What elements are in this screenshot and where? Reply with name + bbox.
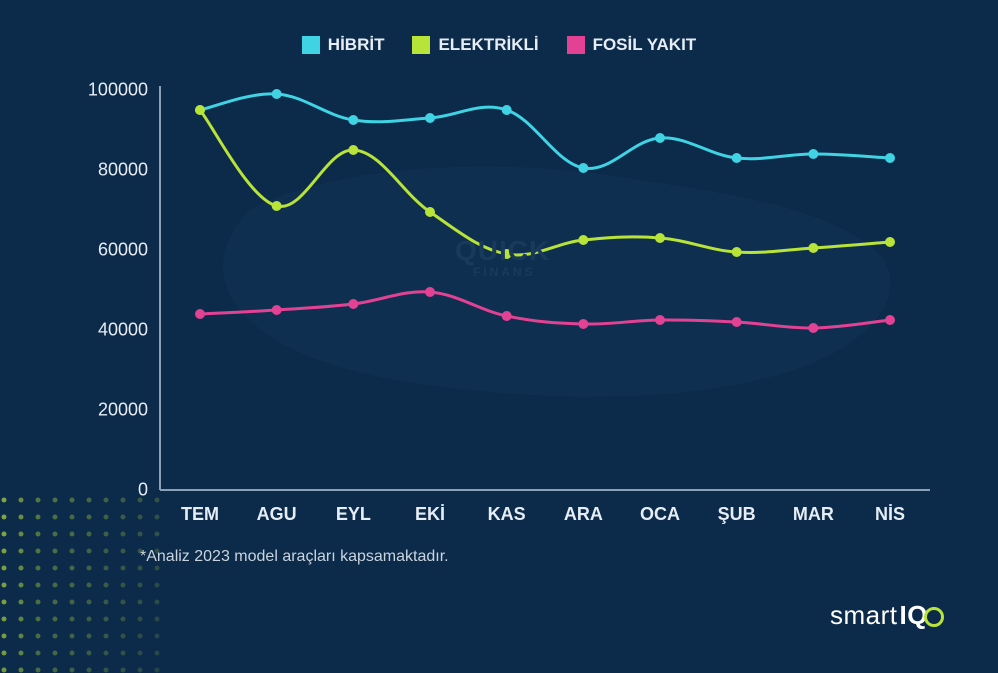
series-marker	[348, 115, 358, 125]
x-tick-label: NİS	[875, 504, 905, 525]
series-marker	[885, 153, 895, 163]
legend-swatch	[567, 36, 585, 54]
brand-logo: smartIQ	[830, 600, 944, 631]
legend-item: ELEKTRİKLİ	[412, 35, 538, 55]
x-tick-label: EYL	[336, 504, 371, 525]
map-silhouette	[223, 167, 890, 397]
y-tick-label: 80000	[98, 160, 148, 181]
series-marker	[348, 145, 358, 155]
y-tick-label: 0	[138, 480, 148, 501]
series-marker	[808, 149, 818, 159]
series-marker	[885, 237, 895, 247]
series-marker	[502, 105, 512, 115]
series-marker	[502, 311, 512, 321]
series-marker	[425, 207, 435, 217]
y-tick-label: 20000	[98, 400, 148, 421]
series-line	[200, 94, 890, 169]
series-marker	[578, 235, 588, 245]
series-marker	[272, 89, 282, 99]
x-tick-label: OCA	[640, 504, 680, 525]
y-tick-label: 60000	[98, 240, 148, 261]
series-marker	[425, 113, 435, 123]
series-marker	[732, 247, 742, 257]
series-marker	[578, 163, 588, 173]
legend-swatch	[412, 36, 430, 54]
series-marker	[425, 287, 435, 297]
x-tick-label: EKİ	[415, 504, 445, 525]
footnote: *Analiz 2023 model araçları kapsamaktadı…	[140, 548, 449, 566]
series-marker	[885, 315, 895, 325]
x-tick-label: TEM	[181, 504, 219, 525]
x-tick-label: MAR	[793, 504, 834, 525]
series-marker	[655, 233, 665, 243]
legend: HİBRİT ELEKTRİKLİ FOSİL YAKIT	[0, 35, 998, 55]
series-marker	[272, 201, 282, 211]
watermark-sub: FİNANS	[473, 265, 536, 279]
legend-item: HİBRİT	[302, 35, 385, 55]
series-marker	[732, 153, 742, 163]
chart-svg	[0, 0, 998, 673]
series-marker	[808, 243, 818, 253]
legend-label: HİBRİT	[328, 35, 385, 55]
legend-swatch	[302, 36, 320, 54]
legend-label: FOSİL YAKIT	[593, 35, 697, 55]
x-tick-label: AGU	[257, 504, 297, 525]
series-marker	[272, 305, 282, 315]
y-tick-label: 40000	[98, 320, 148, 341]
series-marker	[578, 319, 588, 329]
series-marker	[655, 133, 665, 143]
legend-label: ELEKTRİKLİ	[438, 35, 538, 55]
series-marker	[655, 315, 665, 325]
x-tick-label: KAS	[488, 504, 526, 525]
series-marker	[808, 323, 818, 333]
x-tick-label: ARA	[564, 504, 603, 525]
series-marker	[348, 299, 358, 309]
x-tick-label: ŞUB	[718, 504, 756, 525]
series-marker	[195, 105, 205, 115]
y-tick-label: 100000	[88, 80, 148, 101]
series-marker	[732, 317, 742, 327]
brand-text-light: smart	[830, 600, 898, 631]
dot-pattern	[2, 498, 160, 673]
series-marker	[195, 309, 205, 319]
legend-item: FOSİL YAKIT	[567, 35, 697, 55]
brand-circle-icon	[924, 607, 944, 627]
watermark-main: QUICK	[455, 235, 550, 267]
